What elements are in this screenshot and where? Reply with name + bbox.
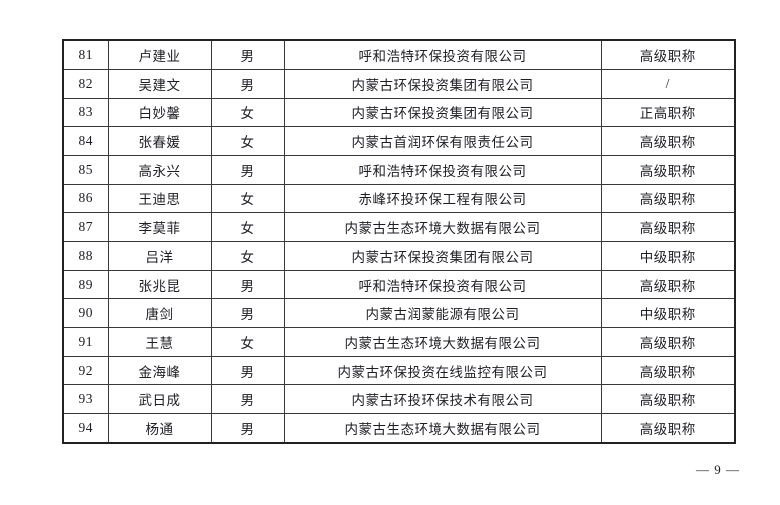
cell-serial-number: 81: [62, 39, 109, 70]
cell-serial-number: 92: [62, 355, 109, 386]
cell-name: 吴建文: [107, 68, 212, 99]
cell-gender: 女: [210, 183, 285, 214]
cell-serial-number: 84: [62, 126, 109, 156]
table-row: 92 金海峰 男 内蒙古环保投资在线监控有限公司 高级职称: [62, 355, 736, 386]
cell-serial-number: 88: [62, 240, 109, 271]
cell-professional-title: 高级职称: [600, 39, 736, 70]
page-number: — 9 —: [696, 462, 740, 477]
cell-company: 内蒙古环投环保技术有限公司: [283, 384, 602, 415]
table-row: 93 武日成 男 内蒙古环投环保技术有限公司 高级职称: [62, 384, 736, 415]
table-row: 85 高永兴 男 呼和浩特环保投资有限公司 高级职称: [62, 154, 736, 185]
cell-serial-number: 82: [62, 68, 109, 99]
cell-name: 武日成: [107, 384, 212, 415]
cell-name: 王慧: [107, 327, 212, 357]
cell-name: 王迪思: [107, 183, 212, 214]
cell-gender: 男: [210, 269, 285, 300]
cell-company: 内蒙古首润环保有限责任公司: [283, 126, 602, 156]
cell-professional-title: 高级职称: [600, 327, 736, 357]
cell-name: 李莫菲: [107, 212, 212, 242]
cell-company: 内蒙古环保投资集团有限公司: [283, 97, 602, 128]
cell-company: 呼和浩特环保投资有限公司: [283, 154, 602, 185]
table-row: 91 王慧 女 内蒙古生态环境大数据有限公司 高级职称: [62, 327, 736, 357]
cell-name: 唐剑: [107, 298, 212, 329]
cell-gender: 女: [210, 126, 285, 156]
cell-serial-number: 89: [62, 269, 109, 300]
cell-name: 卢建业: [107, 39, 212, 70]
cell-company: 内蒙古环保投资在线监控有限公司: [283, 355, 602, 386]
cell-company: 内蒙古生态环境大数据有限公司: [283, 327, 602, 357]
cell-serial-number: 86: [62, 183, 109, 214]
cell-company: 内蒙古环保投资集团有限公司: [283, 68, 602, 99]
cell-name: 吕洋: [107, 240, 212, 271]
cell-company: 呼和浩特环保投资有限公司: [283, 39, 602, 70]
table-row: 83 白妙馨 女 内蒙古环保投资集团有限公司 正高职称: [62, 97, 736, 128]
cell-serial-number: 94: [62, 413, 109, 444]
cell-serial-number: 85: [62, 154, 109, 185]
cell-gender: 男: [210, 154, 285, 185]
cell-serial-number: 90: [62, 298, 109, 329]
cell-professional-title: 高级职称: [600, 355, 736, 386]
cell-gender: 男: [210, 298, 285, 329]
cell-company: 内蒙古润蒙能源有限公司: [283, 298, 602, 329]
cell-company: 呼和浩特环保投资有限公司: [283, 269, 602, 300]
table-row: 88 吕洋 女 内蒙古环保投资集团有限公司 中级职称: [62, 240, 736, 271]
table-row: 82 吴建文 男 内蒙古环保投资集团有限公司 /: [62, 68, 736, 99]
table-row: 81 卢建业 男 呼和浩特环保投资有限公司 高级职称: [62, 39, 736, 70]
cell-gender: 男: [210, 413, 285, 444]
cell-professional-title: /: [600, 68, 736, 99]
cell-serial-number: 83: [62, 97, 109, 128]
cell-serial-number: 91: [62, 327, 109, 357]
cell-name: 金海峰: [107, 355, 212, 386]
cell-name: 白妙馨: [107, 97, 212, 128]
cell-name: 张兆昆: [107, 269, 212, 300]
cell-company: 内蒙古环保投资集团有限公司: [283, 240, 602, 271]
cell-name: 杨通: [107, 413, 212, 444]
cell-professional-title: 中级职称: [600, 240, 736, 271]
cell-gender: 男: [210, 384, 285, 415]
cell-professional-title: 高级职称: [600, 384, 736, 415]
table-row: 86 王迪思 女 赤峰环投环保工程有限公司 高级职称: [62, 183, 736, 214]
cell-professional-title: 高级职称: [600, 269, 736, 300]
cell-professional-title: 正高职称: [600, 97, 736, 128]
table-row: 89 张兆昆 男 呼和浩特环保投资有限公司 高级职称: [62, 269, 736, 300]
cell-serial-number: 87: [62, 212, 109, 242]
cell-professional-title: 高级职称: [600, 154, 736, 185]
cell-company: 内蒙古生态环境大数据有限公司: [283, 212, 602, 242]
cell-company: 赤峰环投环保工程有限公司: [283, 183, 602, 214]
table-row: 90 唐剑 男 内蒙古润蒙能源有限公司 中级职称: [62, 298, 736, 329]
cell-serial-number: 93: [62, 384, 109, 415]
cell-professional-title: 高级职称: [600, 126, 736, 156]
cell-gender: 女: [210, 240, 285, 271]
cell-name: 张春媛: [107, 126, 212, 156]
cell-gender: 女: [210, 97, 285, 128]
cell-professional-title: 高级职称: [600, 212, 736, 242]
table-row: 84 张春媛 女 内蒙古首润环保有限责任公司 高级职称: [62, 126, 736, 156]
cell-gender: 女: [210, 327, 285, 357]
cell-company: 内蒙古生态环境大数据有限公司: [283, 413, 602, 444]
cell-professional-title: 高级职称: [600, 413, 736, 444]
cell-gender: 男: [210, 68, 285, 99]
table-row: 94 杨通 男 内蒙古生态环境大数据有限公司 高级职称: [62, 413, 736, 444]
cell-gender: 男: [210, 355, 285, 386]
table-row: 87 李莫菲 女 内蒙古生态环境大数据有限公司 高级职称: [62, 212, 736, 242]
cell-professional-title: 中级职称: [600, 298, 736, 329]
cell-professional-title: 高级职称: [600, 183, 736, 214]
cell-gender: 男: [210, 39, 285, 70]
cell-gender: 女: [210, 212, 285, 242]
personnel-table: 81 卢建业 男 呼和浩特环保投资有限公司 高级职称 82 吴建文 男 内蒙古环…: [62, 39, 736, 444]
cell-name: 高永兴: [107, 154, 212, 185]
